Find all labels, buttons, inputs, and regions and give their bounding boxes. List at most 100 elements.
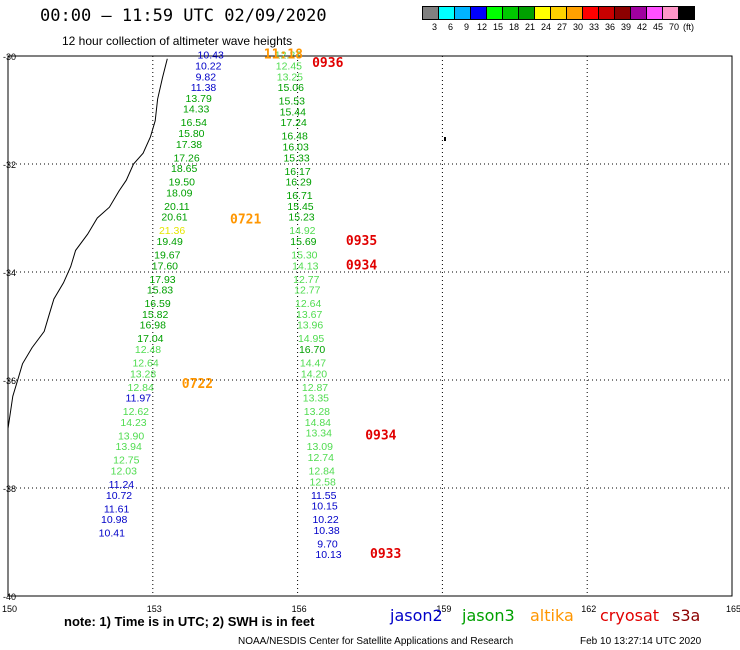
swh-value: 13.79 <box>186 93 212 105</box>
scale-swatch <box>518 6 535 20</box>
swh-value: 14.13 <box>292 260 318 272</box>
scale-label: 15 <box>493 22 504 32</box>
lat-tick-label: -32 <box>3 160 16 170</box>
swh-value: 16.03 <box>283 142 309 154</box>
swh-value: 12.58 <box>310 476 336 488</box>
swh-value: 16.48 <box>282 131 308 143</box>
scale-label: 36 <box>605 22 616 32</box>
swh-value: 17.04 <box>137 333 163 345</box>
swh-value: 17.24 <box>281 117 307 129</box>
lat-tick-label: -34 <box>3 268 16 278</box>
scale-swatch <box>566 6 583 20</box>
swh-value: 16.59 <box>144 298 170 310</box>
scale-swatch <box>438 6 455 20</box>
footer-date: Feb 10 13:27:14 UTC 2020 <box>580 636 702 647</box>
swh-value: 12.64 <box>132 358 158 370</box>
scale-swatch <box>678 6 695 20</box>
swh-value: 15.82 <box>142 309 168 321</box>
legend-entry-jason2: jason2 <box>390 606 443 625</box>
swh-value: 13.28 <box>304 406 330 418</box>
lat-tick-label: -38 <box>3 484 16 494</box>
swh-value: 9.70 <box>317 538 338 550</box>
lat-tick-label: -36 <box>3 376 16 386</box>
page-title: 00:00 – 11:59 UTC 02/09/2020 <box>40 6 327 26</box>
scale-label: 70 <box>669 22 680 32</box>
swh-value: 15.69 <box>290 236 316 248</box>
swh-value: 11.61 <box>104 503 130 515</box>
legend-entry-jason3: jason3 <box>462 606 515 625</box>
footer-note: note: 1) Time is in UTC; 2) SWH is in fe… <box>64 614 315 629</box>
lon-tick-label: 156 <box>292 604 307 614</box>
coastline <box>7 58 168 429</box>
swh-value: 10.72 <box>106 490 132 502</box>
swh-value: 13.67 <box>296 309 322 321</box>
swh-value: 12.77 <box>293 274 319 286</box>
scale-label: 45 <box>653 22 664 32</box>
swh-value: 9.82 <box>196 71 217 83</box>
swh-value: 12.77 <box>294 285 320 297</box>
scale-label: 42 <box>637 22 648 32</box>
legend-entry-altika: altika <box>530 606 574 625</box>
swh-value: 13.28 <box>130 368 156 380</box>
scale-label: 39 <box>621 22 632 32</box>
swh-value: 12.64 <box>295 298 321 310</box>
scale-label: 21 <box>525 22 536 32</box>
scale-swatch <box>630 6 647 20</box>
swh-value: 11.55 <box>311 490 337 502</box>
swh-value: 18.65 <box>171 163 197 175</box>
pass-time-label: 0934 <box>365 428 396 443</box>
swh-value: 16.70 <box>299 344 325 356</box>
pass-time-label: 0721 <box>230 212 261 227</box>
scale-label: 6 <box>448 22 454 32</box>
swh-value: 12.84 <box>128 382 154 394</box>
scale-label: 12 <box>477 22 488 32</box>
pass-time-label: 0722 <box>182 377 213 392</box>
swh-value: 10.22 <box>195 61 221 73</box>
swh-value: 13.90 <box>118 430 144 442</box>
swh-value: 19.49 <box>157 236 183 248</box>
lon-tick-label: 165 <box>726 604 740 614</box>
swh-value: 13.34 <box>306 428 332 440</box>
lon-tick-label: 159 <box>436 604 451 614</box>
scale-swatch <box>598 6 615 20</box>
swh-value: 16.29 <box>285 177 311 189</box>
swh-value: 16.98 <box>140 320 166 332</box>
pass-time-label: 0934 <box>346 258 377 273</box>
swh-value: 10.22 <box>312 514 338 526</box>
scale-label: 9 <box>464 22 470 32</box>
lat-tick-label: -30 <box>3 52 16 62</box>
swh-value: 17.26 <box>173 152 199 164</box>
footer-credit: NOAA/NESDIS Center for Satellite Applica… <box>238 636 514 647</box>
swh-value: 14.84 <box>305 417 331 429</box>
scale-label: 18 <box>509 22 520 32</box>
swh-value: 12.03 <box>111 466 137 478</box>
pass-time-label: 0935 <box>346 234 377 249</box>
swh-value: 17.60 <box>152 260 178 272</box>
scale-swatch <box>550 6 567 20</box>
swh-value: 20.11 <box>164 201 190 213</box>
swh-value: 10.15 <box>311 501 337 513</box>
scale-swatch <box>486 6 503 20</box>
swh-value: 14.33 <box>183 104 209 116</box>
scale-label: 33 <box>589 22 600 32</box>
legend-entry-cryosat: cryosat <box>600 606 660 625</box>
swh-value: 13.94 <box>116 441 142 453</box>
pass-time-label: 11:18 <box>264 48 303 63</box>
island-marker <box>444 137 446 141</box>
scale-swatch <box>454 6 471 20</box>
swh-value: 12.75 <box>113 455 139 467</box>
scale-swatch <box>614 6 631 20</box>
swh-value: 11.38 <box>191 82 217 94</box>
swh-value: 14.92 <box>289 225 315 237</box>
swh-value: 15.44 <box>280 106 306 118</box>
scale-swatch <box>662 6 679 20</box>
scale-swatch <box>646 6 663 20</box>
swh-value: 19.50 <box>169 177 195 189</box>
swh-value: 15.33 <box>283 152 309 164</box>
swh-value: 13.96 <box>297 320 323 332</box>
lat-tick-label: -40 <box>3 592 16 602</box>
swh-value: 14.47 <box>300 358 326 370</box>
swh-value: 12.27 <box>275 50 301 62</box>
swh-value: 17.93 <box>149 274 175 286</box>
